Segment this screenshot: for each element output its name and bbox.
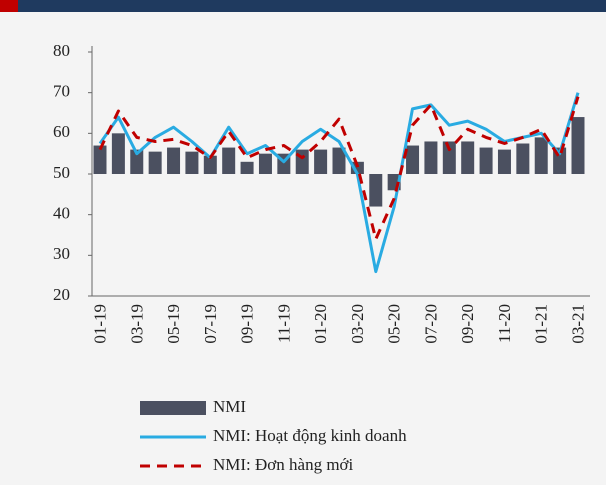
legend-label: NMI (213, 397, 246, 416)
x-tick-label: 01-19 (91, 304, 110, 344)
x-tick-label: 11-19 (274, 304, 293, 343)
bar (497, 149, 511, 174)
x-tick-label: 07-20 (421, 304, 440, 344)
x-tick-label: 09-19 (238, 304, 257, 344)
header-mark (0, 0, 18, 12)
bar (258, 153, 272, 174)
bar (442, 141, 456, 174)
bar (130, 149, 144, 174)
bar (332, 147, 346, 174)
y-tick-label: 60 (53, 122, 70, 141)
line-series (98, 96, 580, 241)
bar (369, 174, 383, 207)
x-tick-label: 03-19 (127, 304, 146, 344)
bar (314, 149, 328, 174)
legend-swatch (140, 401, 206, 415)
x-tick-label: 01-21 (532, 304, 551, 344)
x-tick-label: 05-20 (385, 304, 404, 344)
y-tick-label: 20 (53, 285, 70, 304)
bar (571, 117, 585, 174)
x-tick-label: 07-19 (201, 304, 220, 344)
bar (93, 145, 107, 174)
x-tick-label: 03-21 (569, 304, 588, 344)
x-tick-label: 05-19 (164, 304, 183, 344)
x-tick-label: 11-20 (495, 304, 514, 343)
bar (424, 141, 438, 174)
bar (479, 147, 493, 174)
bar (461, 141, 475, 174)
y-tick-label: 50 (53, 163, 70, 182)
line-series (98, 92, 580, 274)
bar (203, 155, 217, 174)
y-tick-label: 30 (53, 244, 70, 263)
legend-label: NMI: Đơn hàng mới (213, 455, 354, 474)
x-tick-label: 03-20 (348, 304, 367, 344)
y-tick-label: 70 (53, 82, 70, 101)
x-tick-label: 01-20 (311, 304, 330, 344)
bar (240, 161, 254, 174)
bar (406, 145, 420, 174)
y-tick-label: 40 (53, 204, 70, 223)
y-tick-label: 80 (53, 41, 70, 60)
bar (148, 151, 162, 174)
header-band (0, 0, 606, 12)
bar (111, 133, 125, 174)
x-tick-label: 09-20 (458, 304, 477, 344)
bar (185, 151, 199, 174)
bar (167, 147, 181, 174)
bar (516, 143, 530, 174)
bar (222, 147, 236, 174)
bar (534, 137, 548, 174)
legend-label: NMI: Hoạt động kinh doanh (213, 426, 407, 445)
